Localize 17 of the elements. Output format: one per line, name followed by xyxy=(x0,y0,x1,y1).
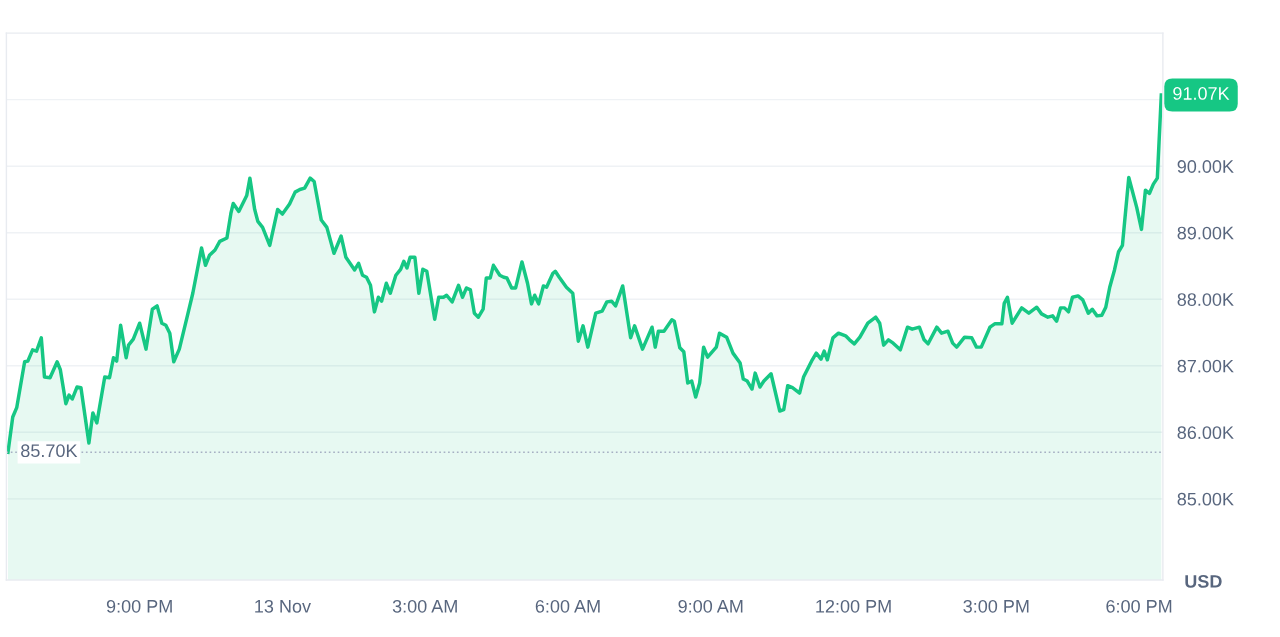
y-tick-label: 86.00K xyxy=(1177,426,1234,440)
x-tick-label: 6:00 AM xyxy=(535,599,600,613)
x-tick-label: 6:00 PM xyxy=(1106,599,1172,613)
x-tick-label: 9:00 PM xyxy=(106,599,172,613)
y-tick-label: 88.00K xyxy=(1177,293,1234,306)
y-tick-label: 90.00K xyxy=(1177,160,1234,173)
annotation: 91.07K xyxy=(1173,87,1230,100)
y-tick-label: 85.00K xyxy=(1177,492,1234,506)
ref-line-label: 85.70K xyxy=(21,444,78,458)
x-tick-label: 3:00 PM xyxy=(963,599,1029,613)
x-tick-label: 12:00 PM xyxy=(816,599,891,613)
x-tick-label: 13 Nov xyxy=(255,599,311,613)
y-axis-title: USD xyxy=(1185,575,1222,588)
x-tick-label: 9:00 AM xyxy=(678,599,743,613)
y-tick-label: 87.00K xyxy=(1177,359,1234,373)
y-tick-label: 89.00K xyxy=(1177,226,1234,240)
x-tick-label: 3:00 AM xyxy=(392,599,457,613)
